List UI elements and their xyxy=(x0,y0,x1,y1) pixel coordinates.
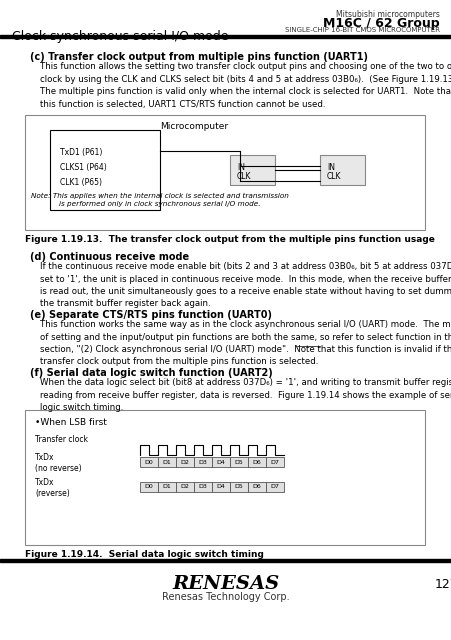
Text: TxDx
(reverse): TxDx (reverse) xyxy=(35,478,69,498)
Text: Figure 1.19.14.  Serial data logic switch timing: Figure 1.19.14. Serial data logic switch… xyxy=(25,550,263,559)
Bar xyxy=(175,482,193,492)
Text: D7: D7 xyxy=(270,460,279,465)
Text: •When LSB first: •When LSB first xyxy=(35,418,106,427)
Bar xyxy=(265,457,283,467)
Text: 127: 127 xyxy=(434,578,451,591)
Bar xyxy=(265,482,283,492)
Text: Figure 1.19.13.  The transfer clock output from the multiple pins function usage: Figure 1.19.13. The transfer clock outpu… xyxy=(25,235,434,244)
Bar xyxy=(25,410,424,545)
Text: D1: D1 xyxy=(162,460,171,465)
Text: CLK: CLK xyxy=(236,172,251,181)
Text: CLKS1 (P64): CLKS1 (P64) xyxy=(60,163,106,172)
Text: D2: D2 xyxy=(180,460,189,465)
Bar xyxy=(140,457,158,467)
Bar xyxy=(248,482,265,492)
Bar xyxy=(193,482,212,492)
Bar xyxy=(212,482,230,492)
Text: D0: D0 xyxy=(144,484,153,490)
Text: D4: D4 xyxy=(216,460,225,465)
Text: Renesas Technology Corp.: Renesas Technology Corp. xyxy=(162,592,289,602)
Text: D5: D5 xyxy=(234,484,243,490)
Text: D2: D2 xyxy=(180,484,189,490)
Text: (e) Separate CTS/RTS pins function (UART0): (e) Separate CTS/RTS pins function (UART… xyxy=(30,310,272,320)
Text: (d) Continuous receive mode: (d) Continuous receive mode xyxy=(30,252,189,262)
Text: D6: D6 xyxy=(252,460,261,465)
Bar xyxy=(0,35,451,38)
Text: SINGLE-CHIP 16-BIT CMOS MICROCOMPUTER: SINGLE-CHIP 16-BIT CMOS MICROCOMPUTER xyxy=(285,27,439,33)
Text: TxDx
(no reverse): TxDx (no reverse) xyxy=(35,453,82,473)
Bar xyxy=(230,457,248,467)
Bar xyxy=(158,457,175,467)
Text: D7: D7 xyxy=(270,484,279,490)
Text: D4: D4 xyxy=(216,484,225,490)
Text: This function allows the setting two transfer clock output pins and choosing one: This function allows the setting two tra… xyxy=(40,62,451,109)
Bar xyxy=(175,457,193,467)
Text: D3: D3 xyxy=(198,460,207,465)
Text: Mitsubishi microcomputers: Mitsubishi microcomputers xyxy=(336,10,439,19)
Bar xyxy=(0,559,451,562)
Text: M16C / 62 Group: M16C / 62 Group xyxy=(322,17,439,30)
Bar xyxy=(50,130,160,210)
Text: If the continuous receive mode enable bit (bits 2 and 3 at address 03B0₆, bit 5 : If the continuous receive mode enable bi… xyxy=(40,262,451,308)
Text: (c) Transfer clock output from multiple pins function (UART1): (c) Transfer clock output from multiple … xyxy=(30,52,367,62)
Bar xyxy=(158,482,175,492)
Bar xyxy=(230,482,248,492)
Text: This function works the same way as in the clock asynchronous serial I/O (UART) : This function works the same way as in t… xyxy=(40,320,451,367)
Bar xyxy=(193,457,212,467)
Text: (f) Serial data logic switch function (UART2): (f) Serial data logic switch function (U… xyxy=(30,368,272,378)
Text: Transfer clock: Transfer clock xyxy=(35,435,88,444)
Text: Microcomputer: Microcomputer xyxy=(160,122,228,131)
Text: Note: This applies when the internal clock is selected and transmission
is perfo: Note: This applies when the internal clo… xyxy=(31,193,288,207)
Text: D6: D6 xyxy=(252,484,261,490)
Text: Clock synchronous serial I/O mode: Clock synchronous serial I/O mode xyxy=(12,30,228,43)
Text: CLK: CLK xyxy=(326,172,341,181)
Text: D0: D0 xyxy=(144,460,153,465)
Bar xyxy=(25,115,424,230)
Bar xyxy=(212,457,230,467)
Text: IN: IN xyxy=(236,163,244,172)
Bar xyxy=(319,155,364,185)
Text: IN: IN xyxy=(326,163,334,172)
Text: D5: D5 xyxy=(234,460,243,465)
Text: D3: D3 xyxy=(198,484,207,490)
Text: TxD1 (P61): TxD1 (P61) xyxy=(60,148,102,157)
Text: When the data logic select bit (bit8 at address 037D₆) = '1', and writing to tra: When the data logic select bit (bit8 at … xyxy=(40,378,451,412)
Bar xyxy=(230,155,274,185)
Text: RENESAS: RENESAS xyxy=(172,575,279,593)
Bar xyxy=(140,482,158,492)
Text: D1: D1 xyxy=(162,484,171,490)
Text: CLK1 (P65): CLK1 (P65) xyxy=(60,178,102,187)
Bar xyxy=(248,457,265,467)
